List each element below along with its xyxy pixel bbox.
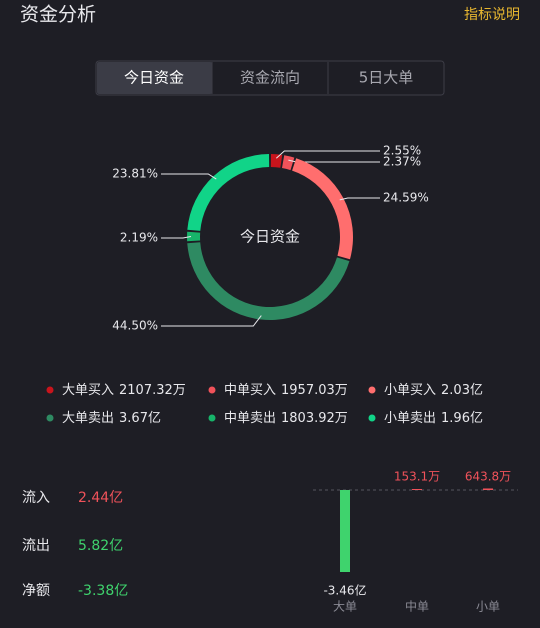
donut-slice: [270, 154, 283, 168]
bar-category: 大单: [333, 600, 357, 614]
summary-value: 5.82亿: [78, 538, 123, 554]
slice-label: 44.50%: [112, 319, 158, 333]
legend-entry: 大单卖出 3.67亿: [62, 411, 161, 426]
tab-bar: [95, 60, 445, 96]
legend-name: 小单买入: [384, 383, 436, 398]
slice-label: 2.55%: [383, 144, 421, 158]
tab-active-bg: [97, 62, 212, 94]
slice-label: 23.81%: [112, 167, 158, 181]
legend-amount: 2.03亿: [441, 383, 483, 398]
legend-entry: 小单卖出 1.96亿: [384, 411, 483, 426]
slice-label: 2.19%: [120, 231, 158, 245]
tab[interactable]: 资金流向: [240, 69, 300, 87]
bar-value-label: -3.46亿: [323, 583, 366, 598]
legend-amount: 1957.03万: [281, 383, 348, 398]
legend-name: 大单卖出: [62, 411, 114, 426]
legend-dot: [368, 414, 376, 422]
slice-label: 2.37%: [383, 155, 421, 169]
legend-dot: [208, 386, 216, 394]
legend-entry: 中单卖出 1803.92万: [224, 411, 348, 426]
legend-name: 小单卖出: [384, 411, 436, 426]
donut-slice: [292, 158, 353, 260]
summary-value: 2.44亿: [78, 490, 123, 506]
legend-dot: [46, 414, 54, 422]
bar-category: 小单: [476, 600, 500, 614]
tab[interactable]: 今日资金: [124, 69, 184, 87]
summary-value: -3.38亿: [78, 583, 128, 599]
legend-dot: [208, 414, 216, 422]
legend-name: 大单买入: [62, 383, 114, 398]
donut-slice: [187, 242, 350, 321]
bar: [340, 490, 350, 572]
leader-line: [275, 150, 380, 159]
legend-name: 中单卖出: [224, 411, 276, 426]
bar: [483, 488, 493, 490]
donut-slice: [187, 231, 201, 242]
bar: [412, 489, 422, 490]
legend-amount: 1803.92万: [281, 411, 348, 426]
legend-amount: 2107.32万: [119, 383, 186, 398]
legend-amount: 3.67亿: [119, 411, 161, 426]
donut-slice: [281, 155, 295, 171]
legend-entry: 小单买入 2.03亿: [384, 383, 483, 398]
leader-line: [161, 315, 262, 327]
summary-label: 流出: [22, 538, 50, 554]
leader-line: [161, 173, 217, 180]
tab[interactable]: 5日大单: [359, 69, 414, 87]
summary-label: 净额: [22, 583, 50, 599]
legend-dot: [368, 386, 376, 394]
page-title: 资金分析: [20, 4, 96, 26]
leader-line: [339, 197, 380, 201]
leader-line: [161, 236, 192, 239]
bar-value-label: 153.1万: [394, 470, 440, 484]
summary-label: 流入: [22, 490, 50, 506]
legend-entry: 大单买入 2107.32万: [62, 383, 186, 398]
help-link[interactable]: 指标说明: [464, 7, 520, 23]
bar-value-label: 643.8万: [465, 470, 511, 484]
legend-amount: 1.96亿: [441, 411, 483, 426]
donut-slice: [187, 154, 270, 231]
legend-name: 中单买入: [224, 383, 276, 398]
legend-entry: 中单买入 1957.03万: [224, 383, 348, 398]
donut-center-label: 今日资金: [240, 228, 300, 246]
legend-dot: [46, 386, 54, 394]
bar-category: 中单: [405, 599, 429, 614]
slice-label: 24.59%: [383, 191, 429, 205]
